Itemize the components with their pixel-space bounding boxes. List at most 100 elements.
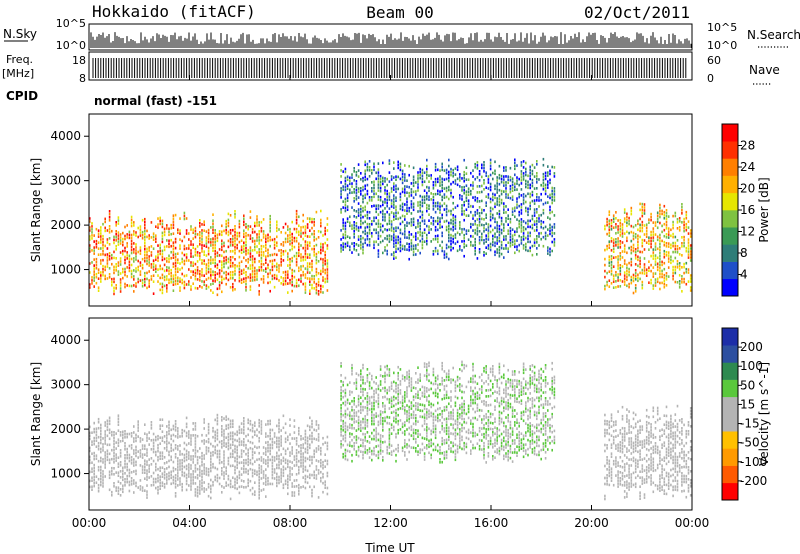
echo-cell [612, 244, 615, 247]
echo-cell [492, 243, 494, 247]
echo-cell [271, 259, 274, 263]
echo-cell [364, 160, 366, 164]
echo-cell [322, 267, 324, 270]
echo-cell [472, 175, 474, 178]
echo-cell [498, 209, 501, 213]
echo-cell [170, 458, 172, 462]
echo-cell [654, 221, 657, 224]
echo-cell [623, 220, 626, 223]
echo-cell [474, 228, 476, 232]
echo-cell [463, 173, 465, 177]
echo-cell [133, 224, 135, 227]
echo-cell [364, 187, 366, 191]
echo-cell [538, 232, 540, 235]
echo-cell [95, 257, 98, 261]
echo-cell [185, 473, 188, 477]
echo-cell [342, 233, 344, 236]
echo-cell [467, 190, 470, 193]
echo-cell [302, 225, 304, 229]
echo-cell [150, 448, 153, 451]
echo-cell [346, 196, 349, 199]
echo-cell [218, 461, 221, 465]
echo-cell [639, 271, 641, 275]
echo-cell [364, 178, 366, 182]
echo-cell [654, 254, 657, 257]
echo-cell [379, 228, 382, 232]
echo-cell [146, 247, 148, 251]
echo-cell [113, 277, 115, 281]
echo-cell [188, 469, 190, 472]
echo-cell [157, 467, 159, 471]
echo-cell [166, 437, 168, 440]
echo-cell [639, 259, 641, 263]
echo-cell [102, 485, 104, 488]
echo-cell [155, 453, 157, 457]
echo-cell [320, 230, 322, 234]
echo-cell [382, 209, 384, 213]
echo-cell [172, 244, 175, 247]
echo-cell [659, 269, 661, 273]
echo-cell [531, 190, 534, 194]
echo-cell [221, 233, 223, 237]
echo-cell [150, 275, 153, 278]
echo-cell [238, 443, 241, 447]
echo-cell [408, 248, 410, 252]
echo-cell [503, 178, 505, 181]
echo-cell [135, 472, 137, 476]
echo-cell [518, 192, 520, 196]
echo-cell [443, 169, 446, 172]
echo-cell [229, 265, 232, 268]
echo-cell [434, 183, 437, 187]
echo-cell [190, 225, 192, 228]
echo-cell [249, 479, 252, 483]
echo-cell [542, 178, 545, 182]
echo-cell [93, 285, 95, 288]
echo-cell [205, 269, 208, 272]
echo-cell [667, 254, 670, 257]
echo-cell [258, 251, 260, 254]
echo-cell [478, 251, 481, 254]
echo-cell [324, 280, 326, 284]
echo-cell [500, 198, 503, 202]
echo-cell [388, 159, 391, 162]
echo-cell [619, 255, 622, 258]
echo-cell [216, 236, 219, 240]
echo-cell [201, 223, 203, 226]
echo-cell [652, 266, 655, 269]
echo-cell [183, 253, 186, 257]
echo-cell [146, 436, 148, 439]
echo-cell [344, 209, 347, 213]
echo-cell [527, 231, 529, 235]
echo-cell [148, 437, 150, 440]
echo-cell [203, 466, 205, 469]
echo-cell [130, 462, 133, 465]
echo-cell [412, 223, 415, 227]
echo-cell [298, 224, 300, 228]
echo-cell [604, 263, 606, 267]
echo-cell [221, 266, 223, 270]
echo-cell [104, 244, 106, 248]
echo-cell [412, 208, 415, 212]
echo-cell [221, 278, 223, 282]
echo-cell [379, 189, 382, 193]
echo-cell [271, 265, 274, 269]
echo-cell [344, 179, 347, 183]
echo-cell [481, 223, 483, 227]
echo-cell [166, 239, 168, 242]
echo-cell [672, 241, 674, 245]
echo-cell [168, 426, 170, 430]
echo-cell [604, 227, 606, 231]
echo-cell [681, 242, 683, 245]
echo-cell [232, 243, 234, 247]
echo-cell [364, 214, 366, 218]
echo-cell [645, 268, 648, 271]
echo-cell [225, 442, 227, 445]
echo-cell [408, 191, 410, 195]
echo-cell [670, 255, 672, 259]
echo-cell [225, 219, 227, 223]
echo-cell [218, 455, 221, 459]
echo-cell [498, 173, 501, 177]
echo-cell [351, 206, 353, 209]
echo-cell [247, 251, 249, 255]
echo-cell [452, 216, 454, 220]
